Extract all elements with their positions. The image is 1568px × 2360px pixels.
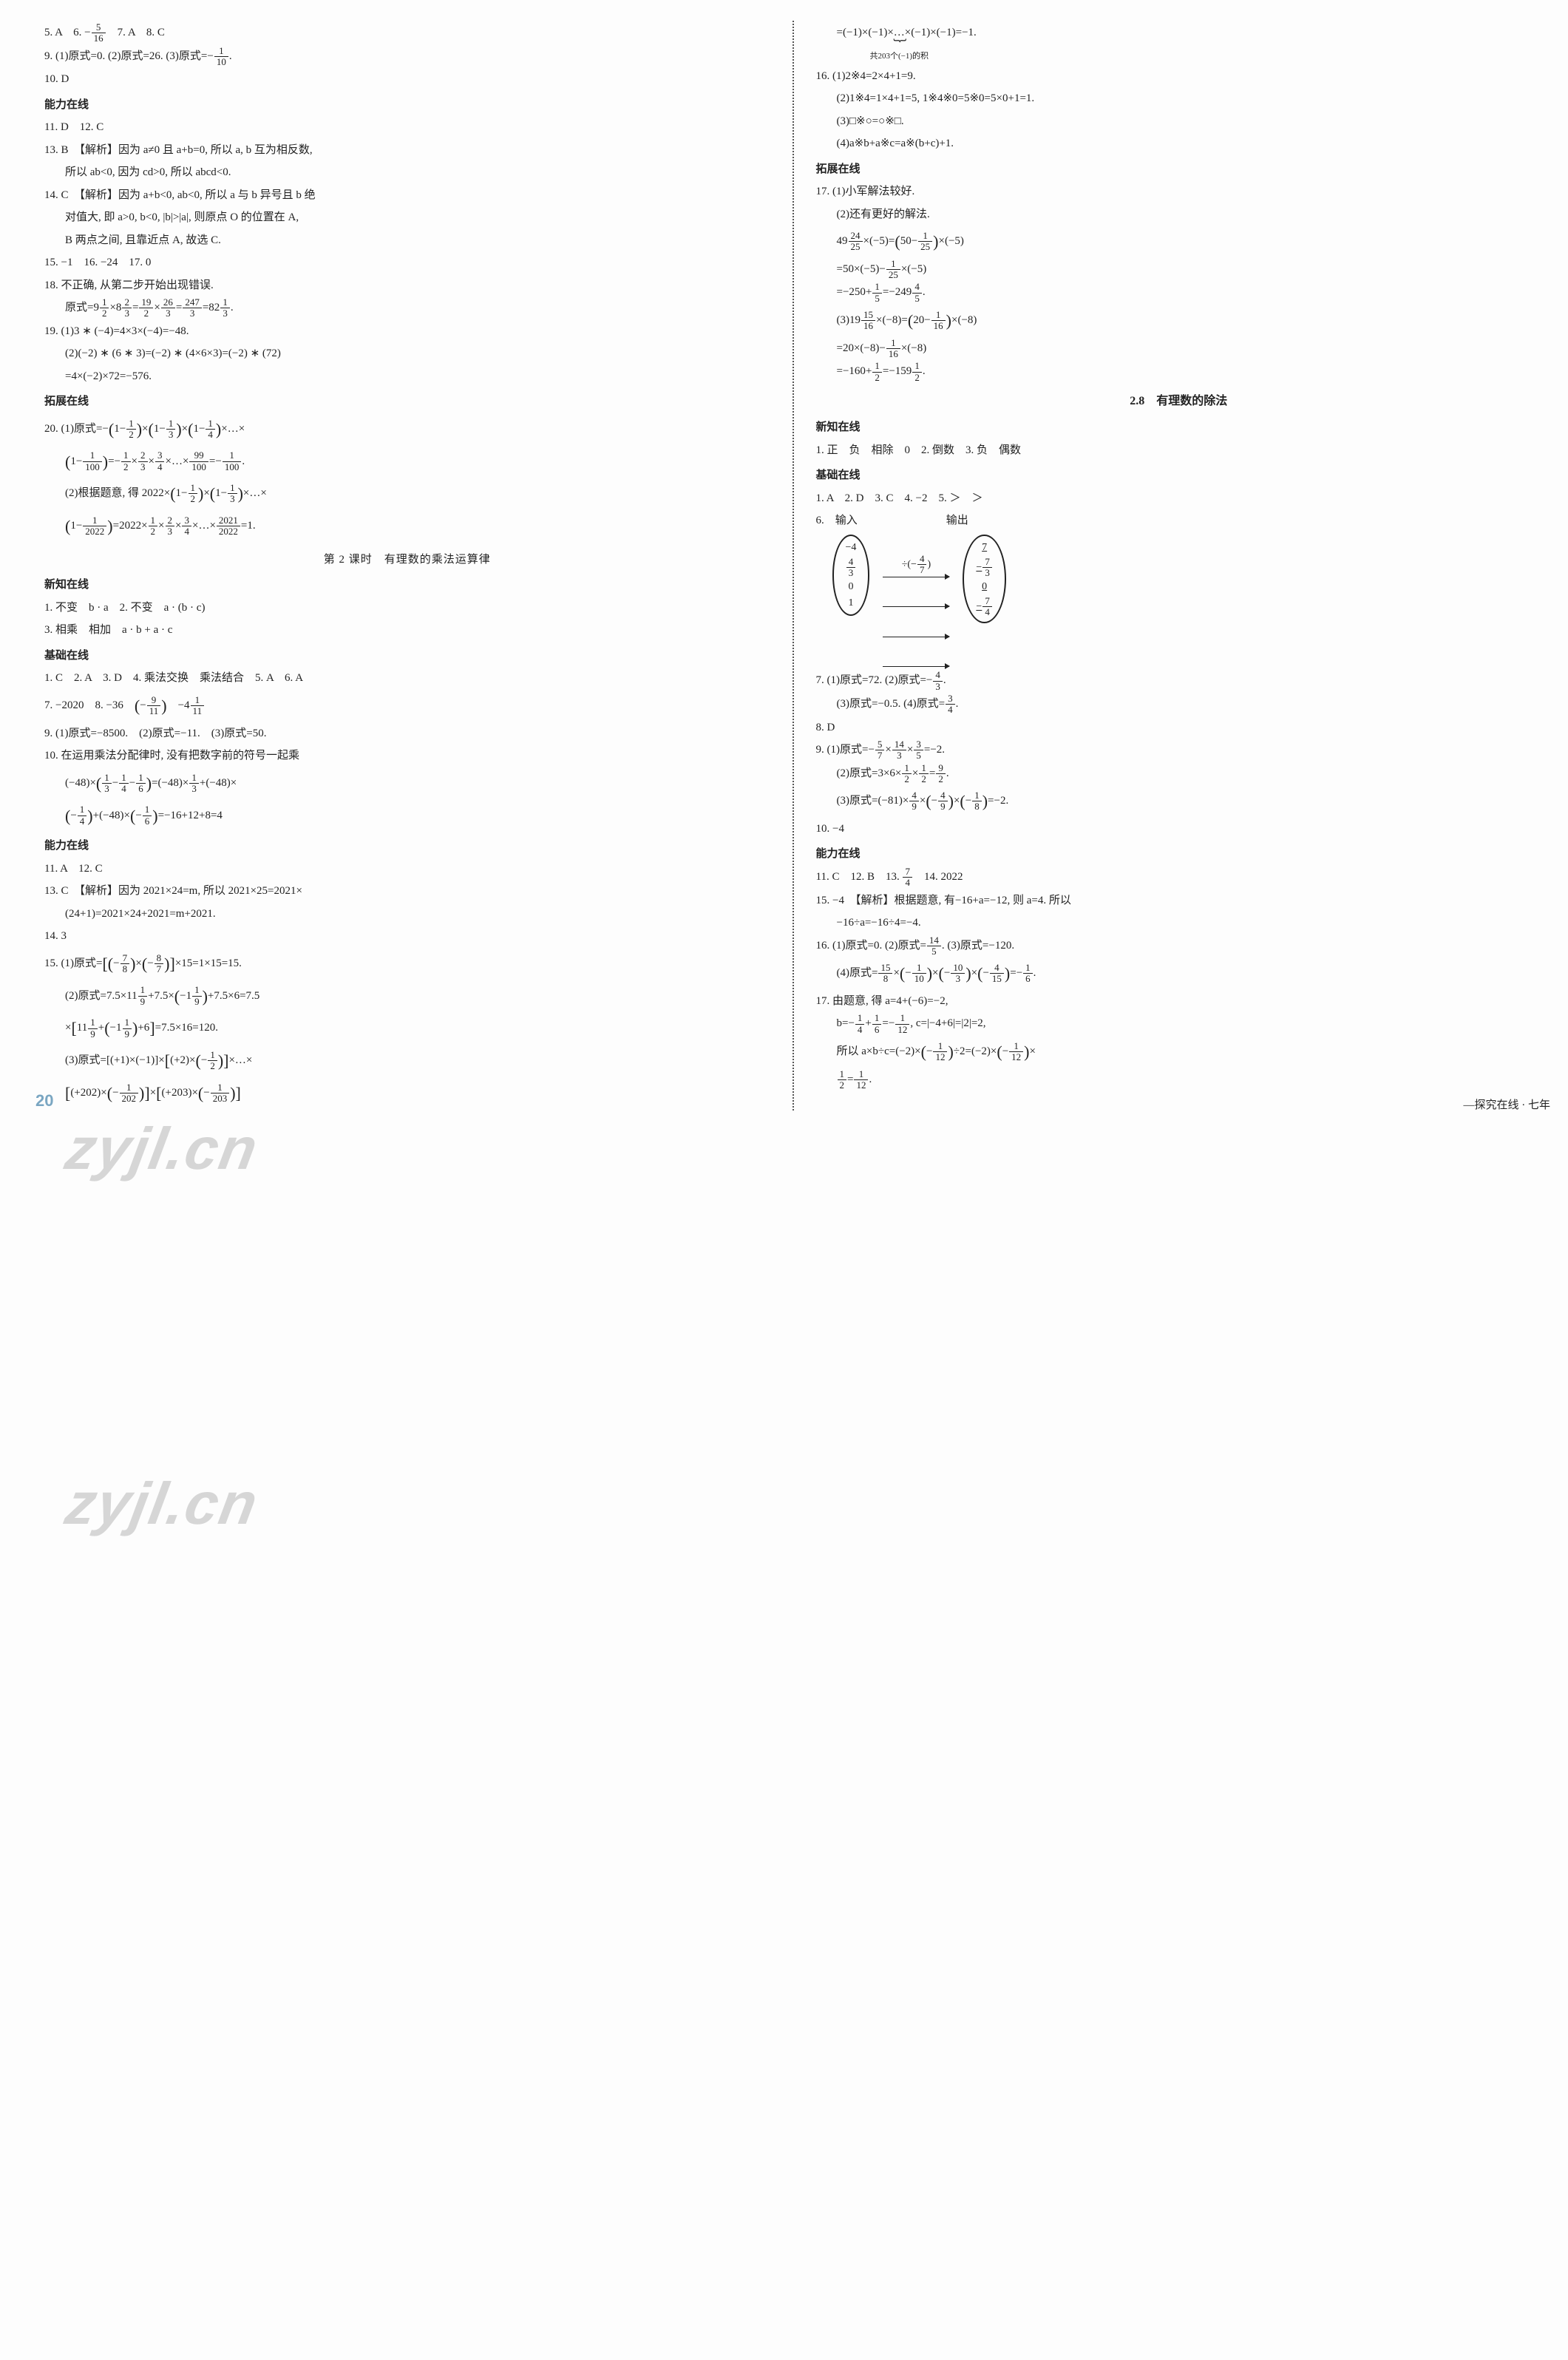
text: (2)(−2) ∗ (6 ∗ 3)=(−2) ∗ (4×6×3)=(−2) ∗ … bbox=[44, 343, 770, 364]
text: 10. D bbox=[44, 69, 770, 90]
text: B 两点之间, 且靠近点 A, 故选 C. bbox=[44, 230, 770, 251]
right-column: =(−1)×(−1)×…×(−1)×(−1)︸共203个(−1)的积=−1. 1… bbox=[816, 21, 1542, 1111]
text: =−250+15=−24945. bbox=[816, 282, 1542, 304]
arrow bbox=[883, 616, 949, 637]
column-divider bbox=[793, 21, 794, 1111]
text: 原式=912×823=192×263=2473=8213. bbox=[44, 297, 770, 319]
text: 17. 由题意, 得 a=4+(−6)=−2, bbox=[816, 991, 1542, 1012]
text: (3)原式=[(+1)×(−1)]×[(+2)×(−12)]×…× bbox=[44, 1045, 770, 1076]
text: 10. −4 bbox=[816, 818, 1542, 840]
heading-basic: 基础在线 bbox=[44, 645, 770, 667]
text: (24+1)=2021×24+2021=m+2021. bbox=[44, 903, 770, 925]
flow-diagram: −4 43 0 1 ÷(−47) 7 −73 0 −74 bbox=[832, 535, 1542, 667]
text: 492425×(−5)=(50−125)×(−5) bbox=[816, 226, 1542, 257]
text: 15. (1)原式=[(−78)×(−87)]×15=1×15=15. bbox=[44, 949, 770, 980]
text: =4×(−2)×72=−576. bbox=[44, 366, 770, 387]
arrow bbox=[883, 586, 949, 608]
lesson-subtitle: 第 2 课时 有理数的乘法运算律 bbox=[44, 549, 770, 571]
text: 1. C 2. A 3. D 4. 乘法交换 乘法结合 5. A 6. A bbox=[44, 668, 770, 689]
heading-new: 新知在线 bbox=[44, 574, 770, 596]
arrow bbox=[883, 646, 949, 668]
left-column: 5. A 6. −516 7. A 8. C 9. (1)原式=0. (2)原式… bbox=[44, 21, 770, 1111]
section-title: 2.8 有理数的除法 bbox=[816, 390, 1542, 413]
text: 9. (1)原式=−57×143×35=−2. bbox=[816, 739, 1542, 762]
text: 15. −1 16. −24 17. 0 bbox=[44, 252, 770, 274]
text: 16. (1)2※4=2×4+1=9. bbox=[816, 66, 1542, 87]
footer-text: —探究在线 · 七年 bbox=[1464, 1095, 1551, 1116]
text: 13. C 【解析】因为 2021×24=m, 所以 2021×25=2021× bbox=[44, 881, 770, 902]
heading-new: 新知在线 bbox=[816, 417, 1542, 438]
text: (3)□※○=○※□. bbox=[816, 111, 1542, 132]
text: −16÷a=−16÷4=−4. bbox=[816, 912, 1542, 934]
heading-ability: 能力在线 bbox=[44, 835, 770, 857]
text: (2)原式=3×6×12×12=92. bbox=[816, 763, 1542, 785]
text: (1−12022)=2022×12×23×34×…×20212022=1. bbox=[44, 511, 770, 542]
text: =(−1)×(−1)×…×(−1)×(−1)︸共203个(−1)的积=−1. bbox=[816, 22, 1542, 64]
text: 所以 ab<0, 因为 cd>0, 所以 abcd<0. bbox=[44, 162, 770, 183]
text: (4)a※b+a※c=a※(b+c)+1. bbox=[816, 133, 1542, 155]
text: ×[1119+(−119)+6]=7.5×16=120. bbox=[44, 1013, 770, 1044]
text: 18. 不正确, 从第二步开始出现错误. bbox=[44, 275, 770, 296]
text: 13. B 【解析】因为 a≠0 且 a+b=0, 所以 a, b 互为相反数, bbox=[44, 140, 770, 161]
text: (3)原式=−0.5. (4)原式=34. bbox=[816, 694, 1542, 716]
text: 8. D bbox=[816, 717, 1542, 739]
text: [(+202)×(−1202)]×[(+203)×(−1203)] bbox=[44, 1078, 770, 1109]
text: 16. (1)原式=0. (2)原式=145. (3)原式=−120. bbox=[816, 935, 1542, 957]
heading-ability: 能力在线 bbox=[44, 95, 770, 116]
text: (2)还有更好的解法. bbox=[816, 204, 1542, 226]
text: (−48)×(13−14−16)=(−48)×13+(−48)× bbox=[44, 768, 770, 799]
text: 11. C 12. B 13. 74 14. 2022 bbox=[816, 867, 1542, 889]
text: 所以 a×b÷c=(−2)×(−112)÷2=(−2)×(−112)× bbox=[816, 1037, 1542, 1068]
text: =−160+12=−15912. bbox=[816, 361, 1542, 383]
text: 14. 3 bbox=[44, 926, 770, 947]
text: 1. A 2. D 3. C 4. −2 5. ＞ ＞ bbox=[816, 488, 1542, 509]
text: (2)根据题意, 得 2022×(1−12)×(1−13)×…× bbox=[44, 478, 770, 509]
text: 1. 正 负 相除 0 2. 倒数 3. 负 偶数 bbox=[816, 440, 1542, 461]
text: 5. A 6. −516 7. A 8. C bbox=[44, 22, 770, 44]
watermark: zyjl.cn bbox=[57, 1448, 268, 1560]
text: (−14)+(−48)×(−16)=−16+12+8=4 bbox=[44, 801, 770, 832]
text: 10. 在运用乘法分配律时, 没有把数字前的符号一起乘 bbox=[44, 745, 770, 767]
heading-extension: 拓展在线 bbox=[816, 159, 1542, 180]
heading-basic: 基础在线 bbox=[816, 465, 1542, 486]
text: 1. 不变 b · a 2. 不变 a · (b · c) bbox=[44, 597, 770, 619]
text: 3. 相乘 相加 a · b + a · c bbox=[44, 620, 770, 641]
text: (3)191516×(−8)=(20−116)×(−8) bbox=[816, 305, 1542, 336]
text: 7. −2020 8. −36 (−911) −4111 bbox=[44, 691, 770, 722]
text: (1−1100)=−12×23×34×…×99100=−1100. bbox=[44, 447, 770, 478]
text: =20×(−8)−116×(−8) bbox=[816, 338, 1542, 360]
text: 对值大, 即 a>0, b<0, |b|>|a|, 则原点 O 的位置在 A, bbox=[44, 207, 770, 228]
text: 11. D 12. C bbox=[44, 117, 770, 138]
text: 17. (1)小军解法较好. bbox=[816, 181, 1542, 203]
text: 19. (1)3 ∗ (−4)=4×3×(−4)=−48. bbox=[44, 321, 770, 342]
arrow: ÷(−47) bbox=[883, 554, 949, 577]
text: (3)原式=(−81)×49×(−49)×(−18)=−2. bbox=[816, 786, 1542, 817]
text: 11. A 12. C bbox=[44, 858, 770, 880]
page-number: 20 bbox=[35, 1085, 53, 1116]
text: 15. −4 【解析】根据题意, 有−16+a=−12, 则 a=4. 所以 bbox=[816, 890, 1542, 912]
text: 12=112. bbox=[816, 1069, 1542, 1091]
text: (2)原式=7.5×1119+7.5×(−119)+7.5×6=7.5 bbox=[44, 981, 770, 1012]
text: 9. (1)原式=0. (2)原式=26. (3)原式=−110. bbox=[44, 46, 770, 68]
input-oval: −4 43 0 1 bbox=[832, 535, 870, 616]
text: 20. (1)原式=−(1−12)×(1−13)×(1−14)×…× bbox=[44, 414, 770, 445]
text: 6. 输入 输出 bbox=[816, 510, 1542, 532]
text: 7. (1)原式=72. (2)原式=−43. bbox=[816, 670, 1542, 692]
output-oval: 7 −73 0 −74 bbox=[963, 535, 1005, 623]
text: b=−14+16=−112, c=|−4+6|=|2|=2, bbox=[816, 1013, 1542, 1035]
text: 9. (1)原式=−8500. (2)原式=−11. (3)原式=50. bbox=[44, 723, 770, 745]
heading-ability: 能力在线 bbox=[816, 844, 1542, 865]
text: 14. C 【解析】因为 a+b<0, ab<0, 所以 a 与 b 异号且 b… bbox=[44, 185, 770, 206]
text: (2)1※4=1×4+1=5, 1※4※0=5※0=5×0+1=1. bbox=[816, 88, 1542, 109]
text: (4)原式=158×(−110)×(−103)×(−415)=−16. bbox=[816, 958, 1542, 989]
text: =50×(−5)−125×(−5) bbox=[816, 259, 1542, 281]
heading-extension: 拓展在线 bbox=[44, 391, 770, 413]
